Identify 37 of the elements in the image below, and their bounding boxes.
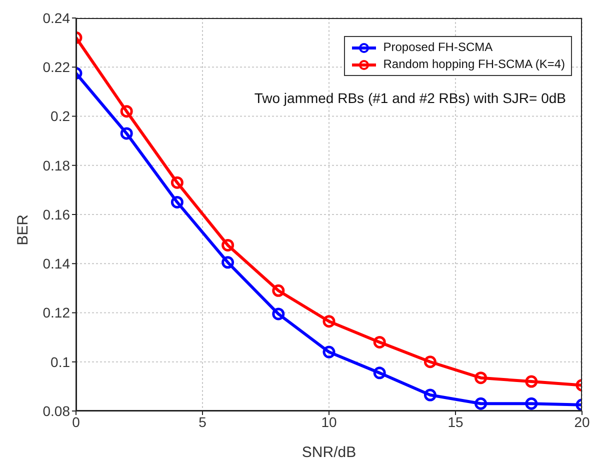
y-tick-label: 0.24	[42, 10, 70, 26]
point	[525, 397, 538, 410]
point	[474, 372, 488, 384]
x-tick-label: 10	[321, 414, 337, 430]
point	[373, 336, 386, 348]
x-axis-title: SNR/dB	[302, 444, 356, 459]
point	[373, 366, 386, 380]
point	[525, 375, 538, 388]
y-tick-label: 0.2	[50, 108, 70, 124]
y-tick-label: 0.22	[42, 59, 70, 76]
point	[272, 284, 285, 297]
point	[170, 196, 184, 208]
x-tick-label: 20	[574, 414, 590, 430]
point	[272, 308, 285, 320]
point	[322, 346, 336, 358]
point	[424, 388, 436, 402]
x-tick-label: 15	[448, 414, 464, 430]
y-tick-label: 0.1	[50, 354, 70, 370]
x-tick-label: 0	[72, 414, 80, 430]
point	[222, 256, 234, 269]
legend-label: Proposed FH-SCMA	[383, 39, 493, 56]
y-tick-label: 0.08	[42, 402, 70, 419]
y-tick-label: 0.12	[42, 304, 70, 321]
point	[120, 127, 133, 140]
point	[120, 105, 133, 118]
annotation: Two jammed RBs (#1 and #2 RBs) with SJR= 0dB	[254, 90, 566, 106]
point	[322, 315, 336, 328]
point	[474, 397, 488, 410]
y-axis-title: BER	[14, 214, 32, 246]
legend-label: Random hopping FH-SCMA (K=4)	[383, 56, 565, 73]
point	[170, 176, 184, 189]
y-tick-label: 0.16	[42, 206, 70, 222]
point	[424, 356, 436, 368]
x-tick-label: 5	[198, 414, 207, 430]
point	[222, 238, 234, 252]
y-tick-label: 0.14	[42, 256, 70, 272]
y-tick-label: 0.18	[42, 157, 70, 174]
